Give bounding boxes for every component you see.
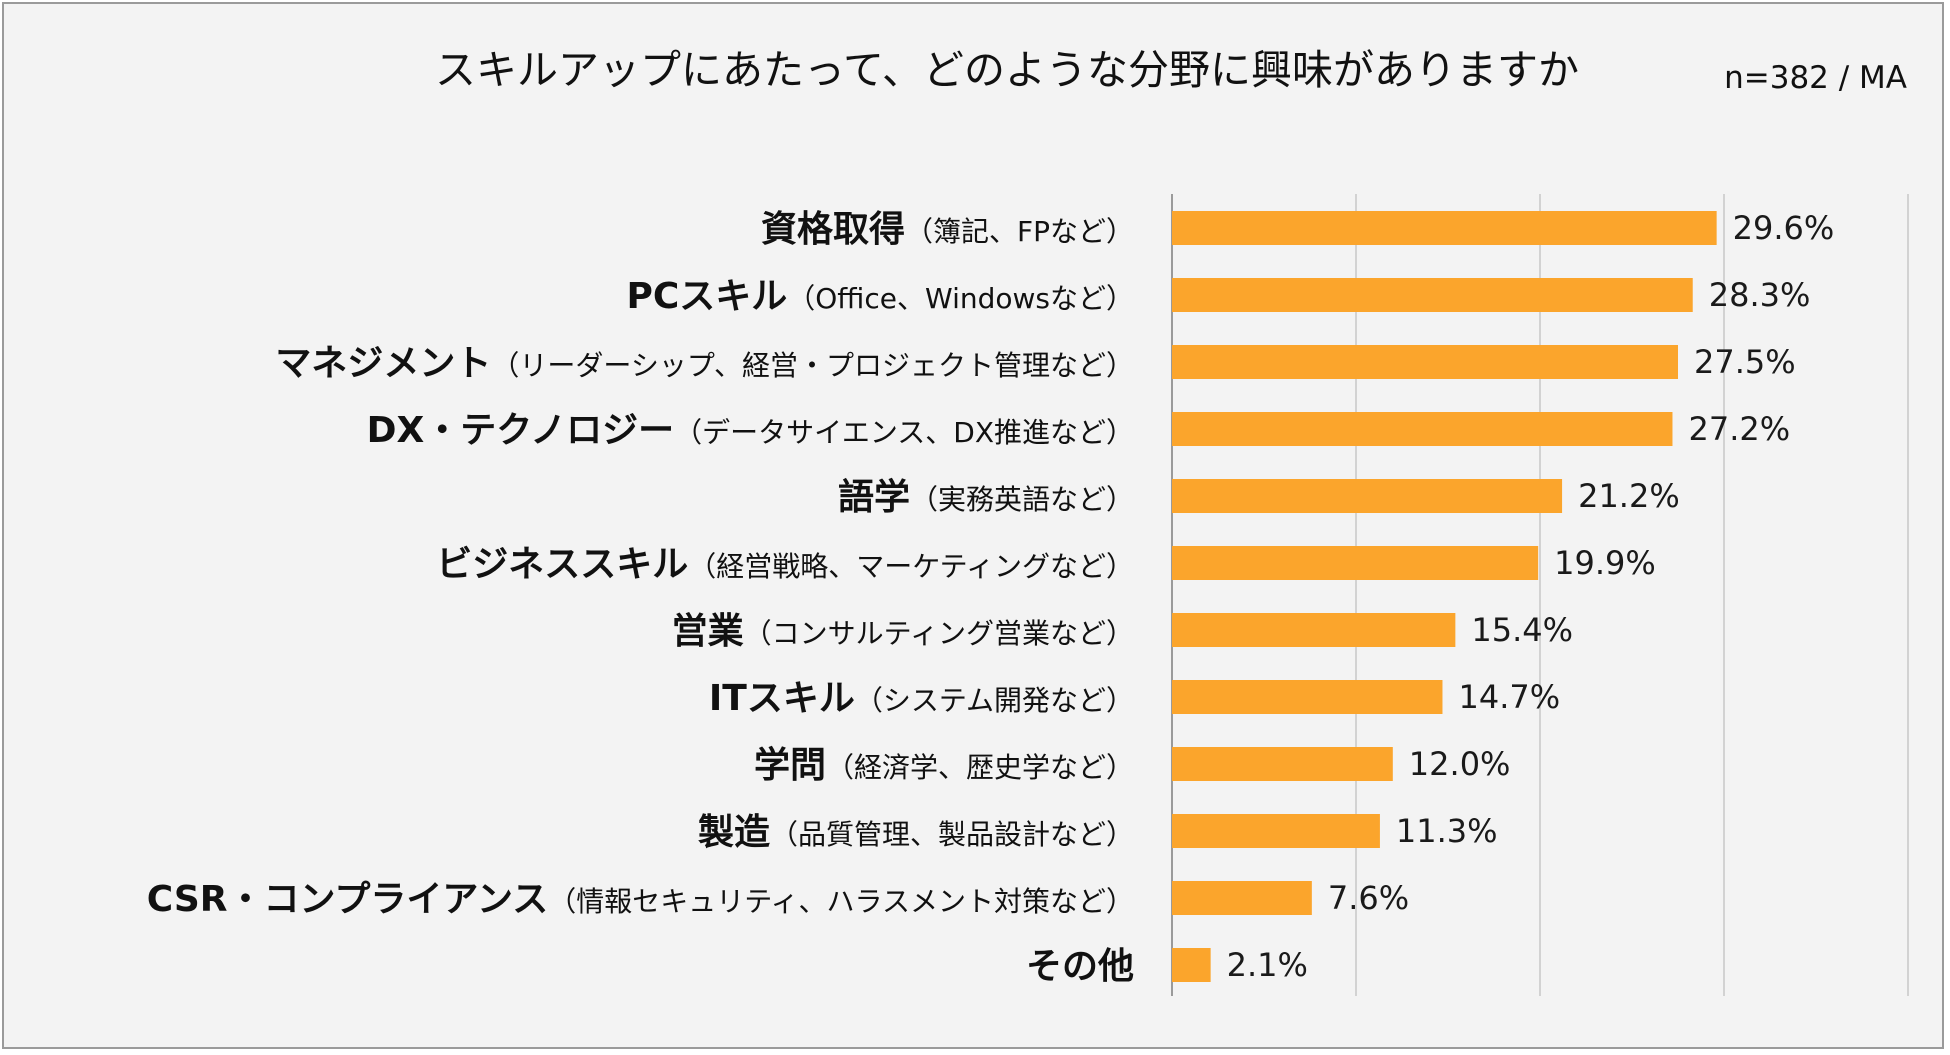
value-label: 15.4% <box>1471 611 1573 649</box>
category-main: CSR・コンプライアンス <box>147 879 549 920</box>
bar <box>1172 814 1380 848</box>
value-label: 12.0% <box>1409 745 1511 783</box>
category-sub: （システム開発など） <box>855 684 1134 717</box>
category-main: 資格取得 <box>761 209 905 250</box>
bars <box>1172 211 1717 982</box>
category-sub: （Office、Windowsなど） <box>787 282 1134 315</box>
category-label: 学問（経済学、歴史学など） <box>754 744 1134 786</box>
bar <box>1172 680 1443 714</box>
category-sub: （データサイエンス、DX推進など） <box>674 416 1134 449</box>
category-label: マネジメント（リーダーシップ、経営・プロジェクト管理など） <box>275 343 1134 384</box>
category-sub: （経済学、歴史学など） <box>826 751 1134 784</box>
chart-note: n=382 / MA <box>1724 60 1907 96</box>
category-sub: （コンサルティング営業など） <box>744 617 1134 650</box>
chart-title: スキルアップにあたって、どのような分野に興味がありますか <box>435 46 1579 94</box>
category-main: 語学 <box>838 476 910 518</box>
value-label: 28.3% <box>1709 276 1811 314</box>
category-main: ビジネススキル <box>436 544 688 585</box>
value-label: 19.9% <box>1554 544 1656 582</box>
category-labels: 資格取得（簿記、FPなど） PCスキル（Office、Windowsなど） マネジメ… <box>147 209 1134 987</box>
category-main: その他 <box>1026 946 1134 987</box>
category-sub: （リーダーシップ、経営・プロジェクト管理など） <box>491 349 1134 382</box>
category-label: 営業（コンサルティング営業など） <box>672 611 1134 652</box>
bar <box>1172 479 1563 513</box>
category-main: 営業 <box>672 611 744 652</box>
value-label: 11.3% <box>1396 812 1498 850</box>
bar-chart: スキルアップにあたって、どのような分野に興味がありますか n=382 / MA … <box>147 46 1909 996</box>
category-main: DX・テクノロジー <box>367 410 674 451</box>
category-main: 学問 <box>754 744 826 786</box>
category-label: DX・テクノロジー（データサイエンス、DX推進など） <box>367 410 1134 451</box>
category-label: その他 <box>1026 946 1134 987</box>
value-label: 7.6% <box>1328 879 1409 917</box>
value-labels: 29.6% 28.3% 27.5% 27.2%21.2% 19.9% 15.4% 14.7%… <box>1227 209 1835 984</box>
bar <box>1172 412 1673 446</box>
bar <box>1172 345 1678 379</box>
value-label: 29.6% <box>1733 209 1835 247</box>
category-sub: （経営戦略、マーケティングなど） <box>688 550 1134 583</box>
category-label: ITスキル（システム開発など） <box>709 678 1134 719</box>
bar <box>1172 278 1693 312</box>
bar <box>1172 747 1393 781</box>
category-label: CSR・コンプライアンス（情報セキュリティ、ハラスメント対策など） <box>147 879 1134 920</box>
category-main: ITスキル <box>709 678 855 719</box>
category-main: マネジメント <box>275 343 491 384</box>
category-main: PCスキル <box>626 276 787 317</box>
value-label: 2.1% <box>1227 946 1308 984</box>
value-label: 27.2% <box>1688 410 1790 448</box>
category-sub: （情報セキュリティ、ハラスメント対策など） <box>548 885 1134 918</box>
bar <box>1172 546 1539 580</box>
value-label: 27.5% <box>1694 343 1796 381</box>
value-label: 21.2% <box>1578 477 1680 515</box>
category-sub: （簿記、FPなど） <box>905 215 1134 248</box>
category-label: ビジネススキル（経営戦略、マーケティングなど） <box>436 544 1134 585</box>
bar <box>1172 948 1211 982</box>
category-sub: （実務英語など） <box>910 483 1134 516</box>
bar <box>1172 211 1717 245</box>
category-label: 製造（品質管理、製品設計など） <box>698 812 1134 853</box>
bar <box>1172 881 1312 915</box>
category-main: 製造 <box>698 812 770 853</box>
category-label: 語学（実務英語など） <box>838 476 1134 518</box>
category-label: PCスキル（Office、Windowsなど） <box>626 276 1134 317</box>
category-label: 資格取得（簿記、FPなど） <box>761 209 1134 250</box>
bar <box>1172 613 1456 647</box>
category-sub: （品質管理、製品設計など） <box>770 818 1134 851</box>
gridlines <box>1171 194 1909 996</box>
value-label: 14.7% <box>1458 678 1560 716</box>
